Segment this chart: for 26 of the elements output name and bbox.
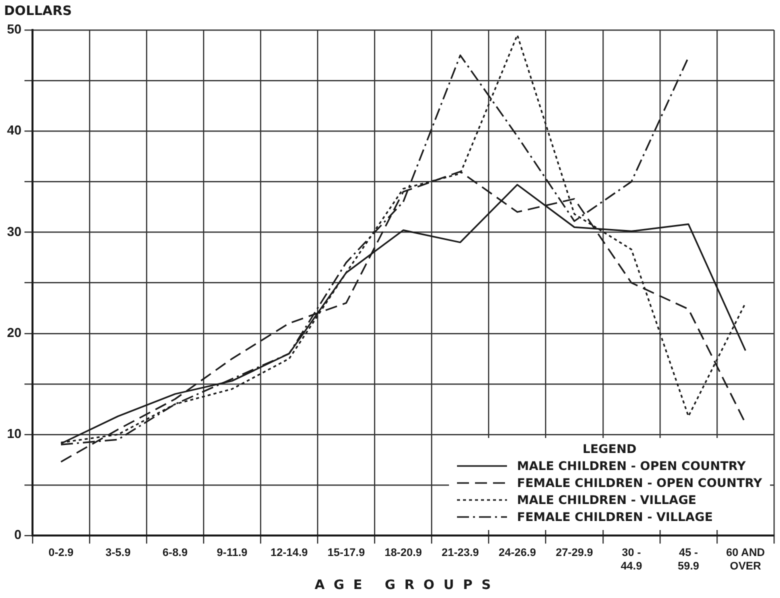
y-tick-label: 30 <box>6 224 22 239</box>
x-tick-label: 27-29.9 <box>556 547 594 560</box>
y-axis-title: DOLLARS <box>4 4 72 19</box>
x-tick-label: 45 - 59.9 <box>678 547 700 572</box>
x-tick-label: 12-14.9 <box>270 547 308 560</box>
x-tick-label: 9-11.9 <box>216 547 248 560</box>
x-tick-label: 3-5.9 <box>105 547 131 560</box>
x-tick-label: 30 - 44.9 <box>620 547 642 572</box>
legend-label: MALE CHILDREN - VILLAGE <box>517 493 696 508</box>
y-tick-label: 50 <box>6 22 22 37</box>
x-tick-label: 24-26.9 <box>498 547 536 560</box>
x-tick-label: 6-8.9 <box>162 547 188 560</box>
legend-label: FEMALE CHILDREN - OPEN COUNTRY <box>517 476 762 490</box>
y-tick-label: 10 <box>6 426 22 442</box>
y-tick-label: 20 <box>6 324 22 340</box>
x-tick-label: 18-20.9 <box>384 547 422 560</box>
legend-label: FEMALE CHILDREN - VILLAGE <box>517 510 713 524</box>
y-tick-label: 40 <box>6 122 22 138</box>
x-tick-label: 15-17.9 <box>328 547 365 560</box>
legend-title: LEGEND <box>582 442 638 456</box>
x-axis-title: AGE GROUPS <box>314 578 500 593</box>
x-tick-label: 21-23.9 <box>442 547 479 560</box>
x-tick-label: 60 AND OVER <box>726 547 765 572</box>
legend-label: MALE CHILDREN - OPEN COUNTRY <box>517 459 746 474</box>
x-tick-label: 0-2.9 <box>48 547 74 560</box>
y-tick-label: 0 <box>14 527 22 542</box>
